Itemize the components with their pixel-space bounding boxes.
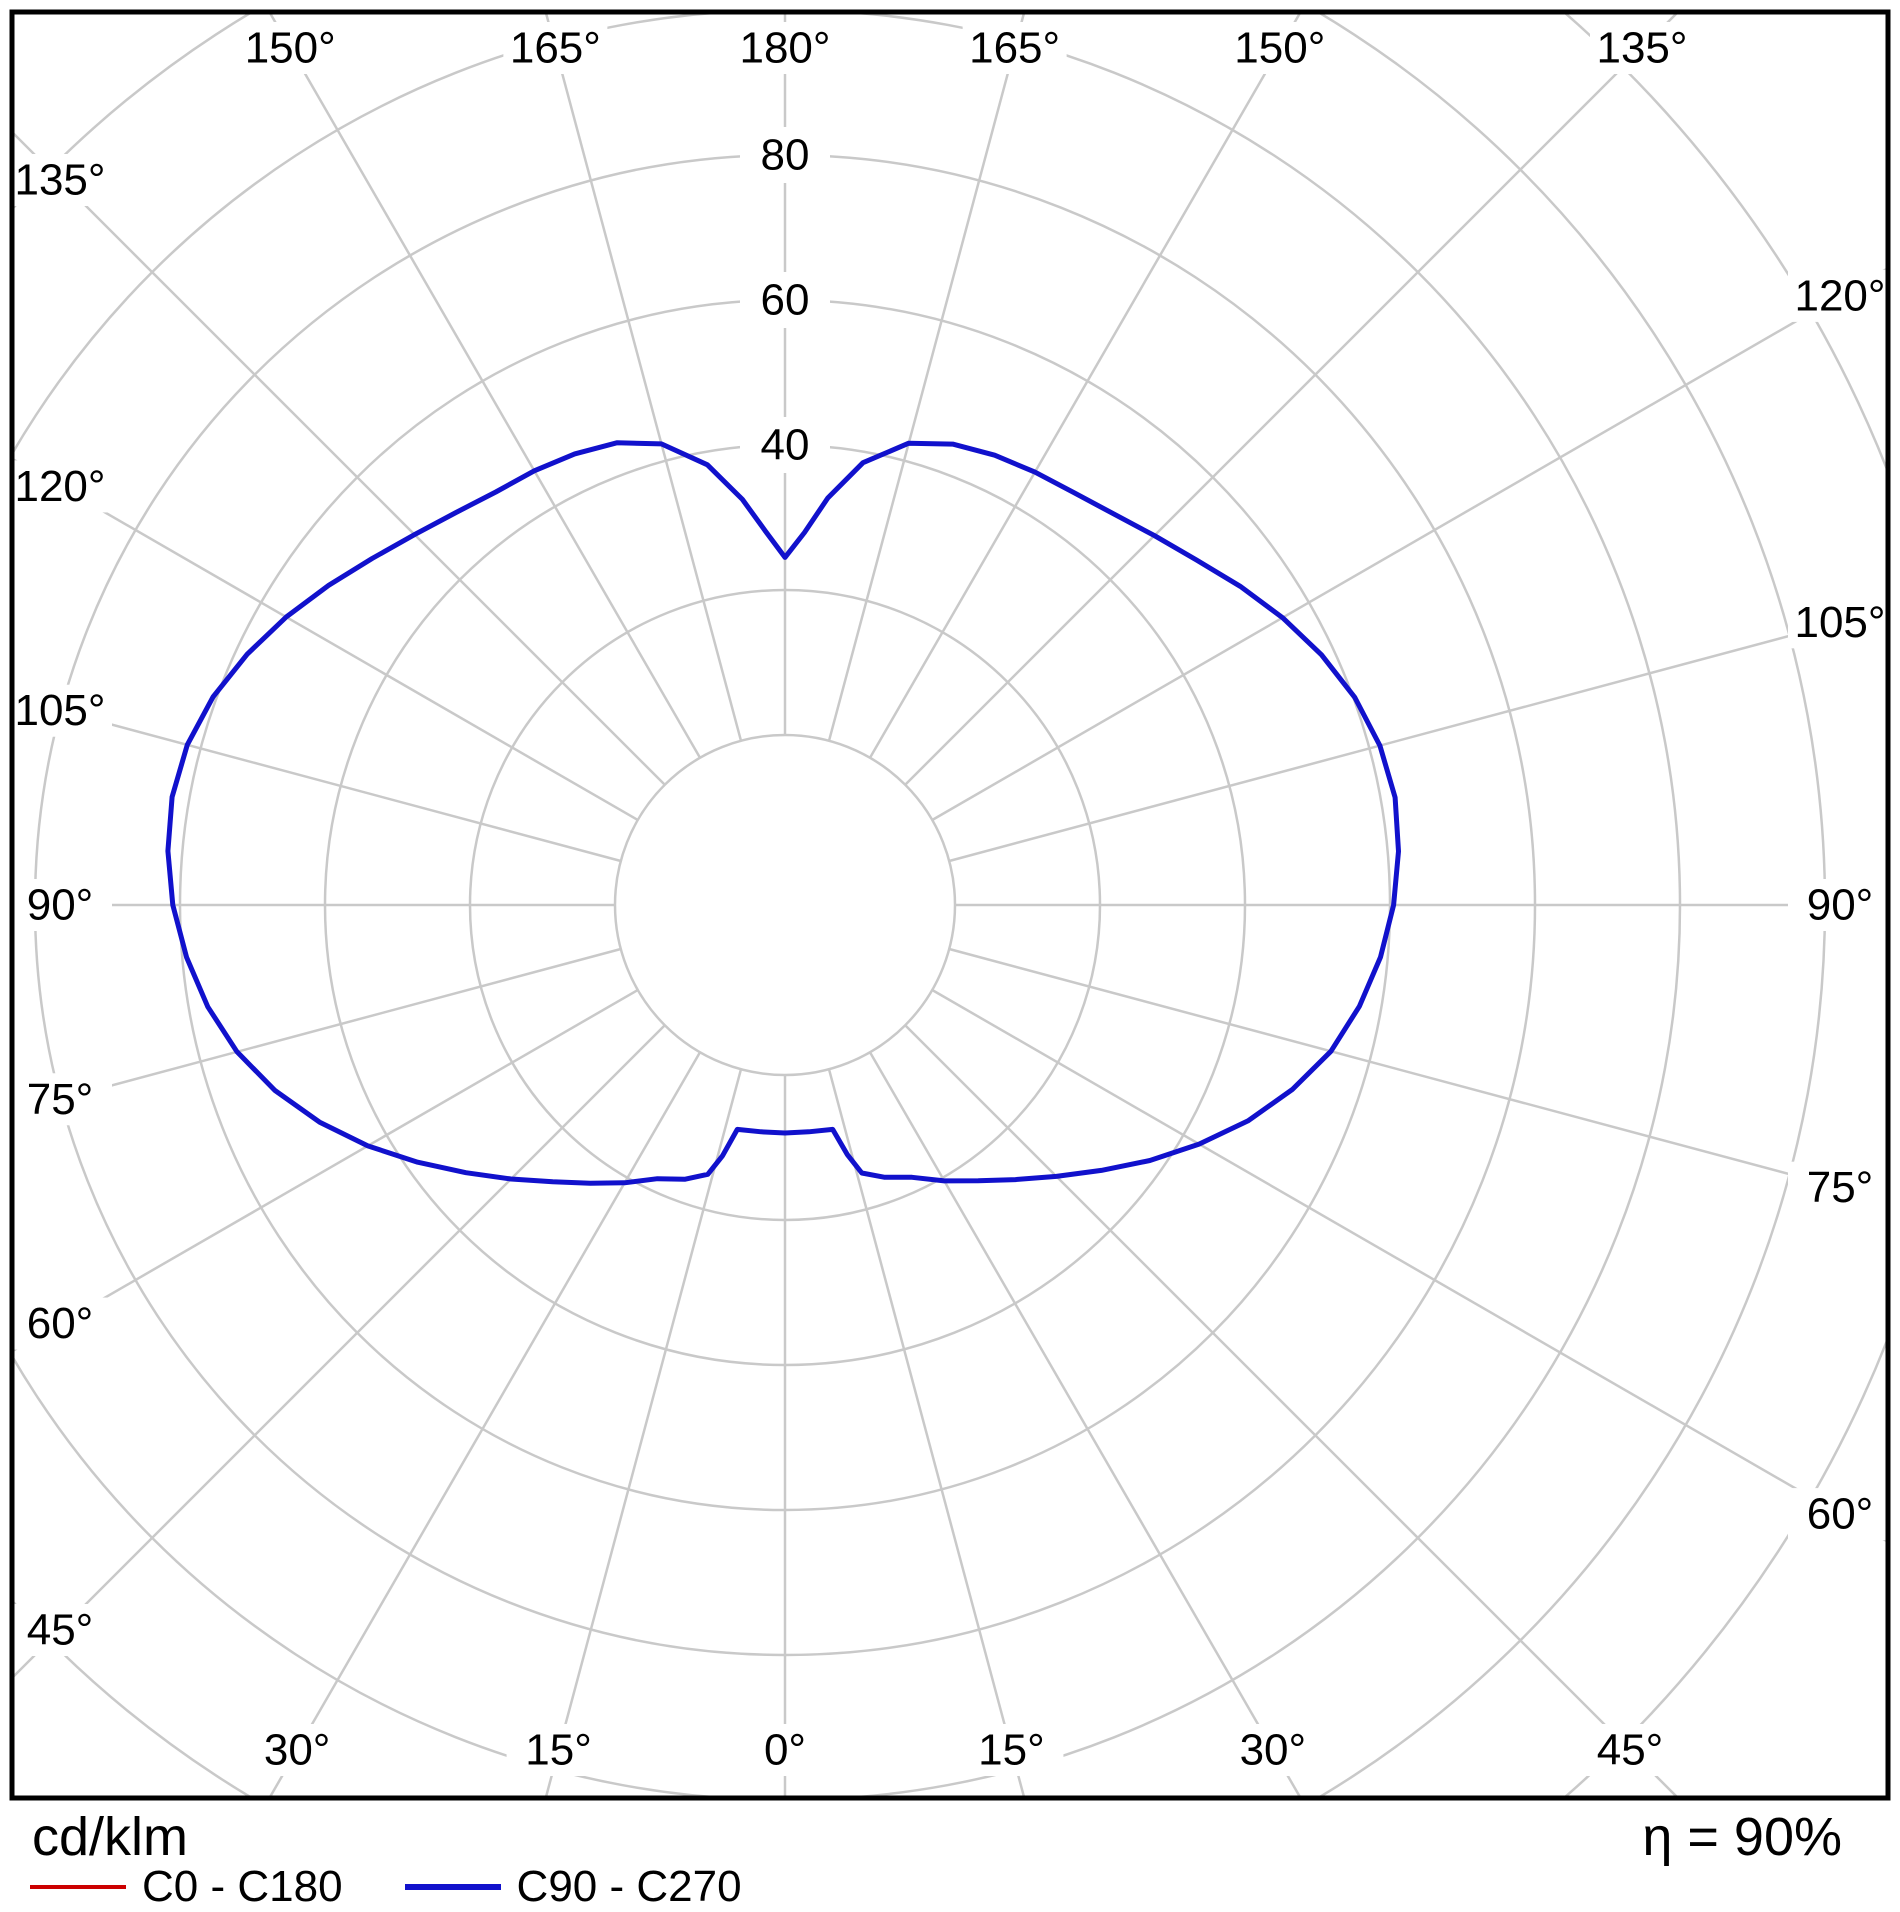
legend-item-c90-c270: C90 - C270 (404, 1862, 742, 1912)
svg-text:40: 40 (761, 421, 810, 470)
legend: C0 - C180 C90 - C270 (30, 1862, 742, 1912)
svg-text:15°: 15° (525, 1726, 592, 1775)
svg-text:90°: 90° (1807, 881, 1874, 930)
svg-text:165°: 165° (969, 24, 1060, 73)
svg-text:105°: 105° (14, 686, 105, 735)
efficiency-label: η = 90% (1642, 1807, 1842, 1867)
svg-text:135°: 135° (14, 156, 105, 205)
svg-text:180°: 180° (739, 24, 830, 73)
svg-text:75°: 75° (27, 1075, 94, 1124)
curve-c90-c270 (165, 440, 1401, 1186)
svg-text:15°: 15° (978, 1726, 1045, 1775)
legend-item-c0-c180: C0 - C180 (30, 1862, 343, 1912)
legend-label-c90-c270: C90 - C270 (516, 1862, 742, 1911)
svg-text:80: 80 (761, 131, 810, 180)
svg-text:120°: 120° (14, 462, 105, 511)
svg-text:0°: 0° (764, 1726, 806, 1775)
svg-text:165°: 165° (510, 24, 601, 73)
svg-text:135°: 135° (1596, 24, 1687, 73)
angle-labels: 0° 15° 15° 30° 30° 45° 45° 60° 60° 75° 75° 90° 90° 10… (8, 22, 1892, 1776)
svg-text:150°: 150° (1234, 24, 1325, 73)
svg-text:120°: 120° (1794, 271, 1885, 320)
svg-text:60: 60 (761, 276, 810, 325)
svg-text:90°: 90° (27, 881, 94, 930)
legend-line-c90-c270 (404, 1884, 501, 1890)
svg-text:150°: 150° (245, 24, 336, 73)
svg-text:45°: 45° (1597, 1726, 1664, 1775)
svg-text:30°: 30° (1240, 1726, 1307, 1775)
legend-line-c0-c180 (30, 1885, 126, 1889)
radial-axis-labels: 40 60 80 (740, 127, 830, 473)
svg-text:45°: 45° (27, 1606, 94, 1655)
unit-label: cd/klm (32, 1807, 189, 1867)
svg-text:60°: 60° (1807, 1490, 1874, 1539)
legend-label-c0-c180: C0 - C180 (142, 1862, 343, 1911)
intensity-curves (165, 440, 1401, 1186)
svg-text:75°: 75° (1807, 1163, 1874, 1212)
frame-border (9, 9, 1891, 1801)
svg-text:105°: 105° (1794, 598, 1885, 647)
svg-text:30°: 30° (264, 1726, 331, 1775)
svg-text:60°: 60° (27, 1299, 94, 1348)
